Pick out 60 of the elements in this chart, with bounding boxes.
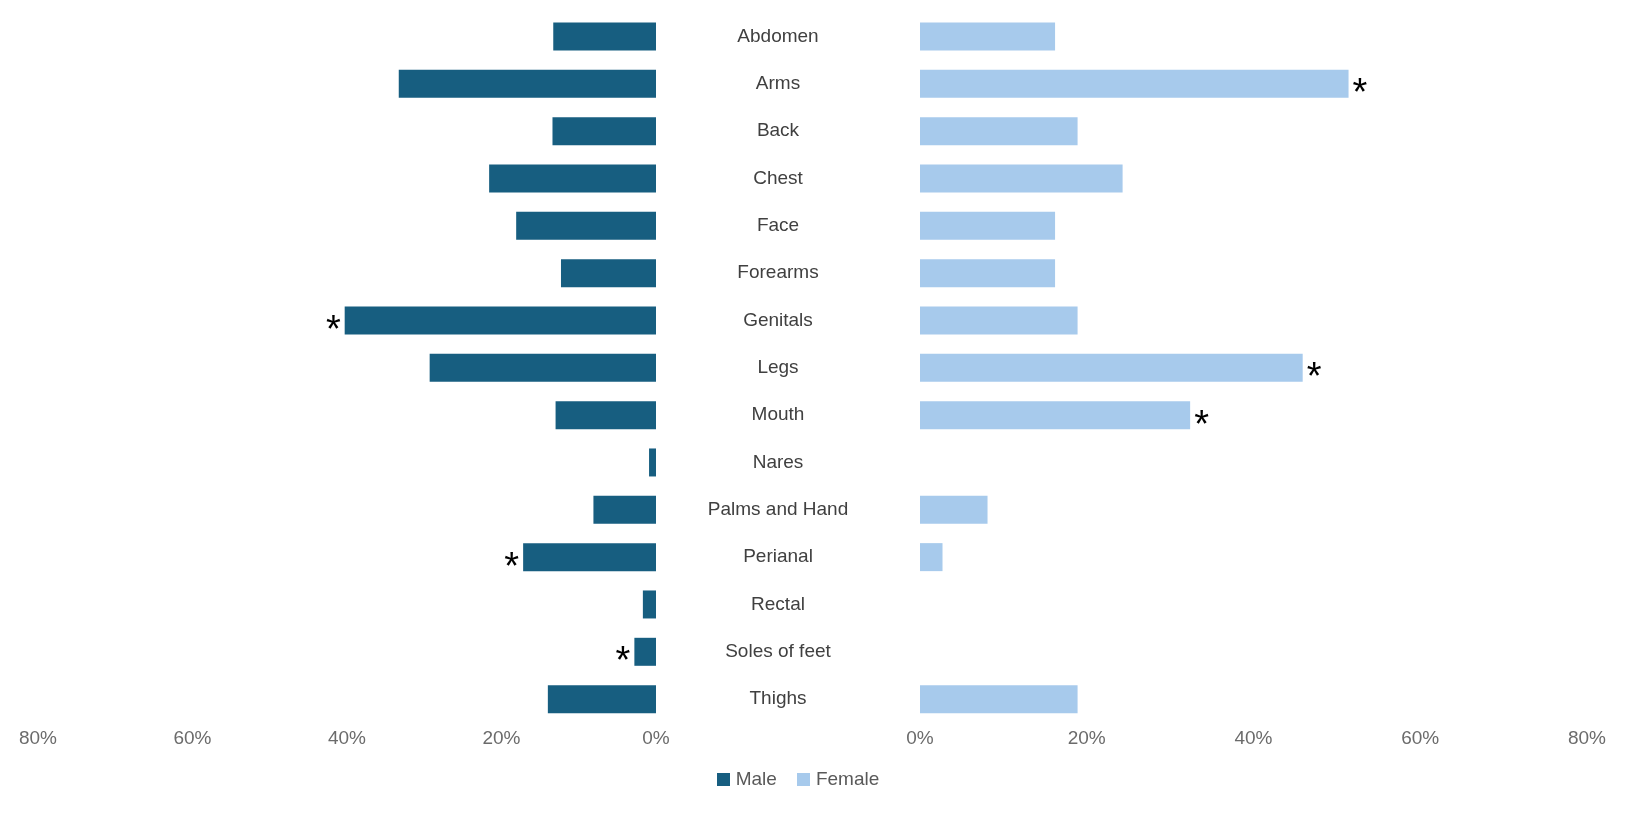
bar	[560, 259, 656, 288]
annotation: *	[504, 544, 520, 587]
y-tick-label: Palms and Hand	[707, 498, 849, 519]
bar	[344, 306, 656, 335]
x-tick-label: 0%	[906, 727, 934, 749]
y-tick-label: Chest	[753, 166, 804, 188]
x-tick-label: 60%	[1401, 727, 1440, 749]
x-tick-label: 40%	[327, 727, 367, 749]
bar	[920, 69, 1349, 98]
bar	[920, 401, 1191, 430]
bar	[920, 495, 988, 524]
bar	[920, 22, 1056, 51]
y-tick-label: Arms	[755, 72, 801, 93]
y-tick-label: Rectal	[751, 592, 805, 614]
bar	[523, 543, 656, 572]
bar	[649, 448, 656, 477]
bar	[642, 590, 656, 619]
annotation: *	[1194, 402, 1210, 445]
bar	[552, 117, 656, 146]
bar	[920, 685, 1078, 714]
y-tick-label: Nares	[752, 450, 804, 472]
annotation: *	[1306, 355, 1322, 398]
x-tick-label: 0%	[642, 727, 670, 749]
x-tick-label: 60%	[173, 727, 212, 749]
annotation: *	[325, 308, 341, 351]
bar	[920, 117, 1078, 146]
y-tick-label: Mouth	[751, 403, 805, 425]
bar	[593, 495, 656, 524]
bar	[634, 637, 656, 666]
bar	[555, 401, 656, 430]
annotation: *	[615, 639, 631, 682]
y-tick-label: Face	[756, 214, 800, 235]
legend-label: Female	[815, 768, 880, 790]
y-tick-label: Perianal	[743, 545, 813, 567]
bar	[920, 306, 1078, 335]
y-tick-label: Legs	[757, 356, 799, 377]
bar	[553, 22, 656, 51]
y-tick-label: Back	[756, 119, 800, 141]
bar	[516, 211, 656, 240]
bar	[547, 685, 656, 714]
annotation: *	[1352, 71, 1368, 114]
y-tick-label: Forearms	[737, 261, 819, 283]
legend-label: Male	[735, 768, 777, 790]
y-tick-label: Soles of feet	[725, 640, 832, 661]
y-tick-label: Thighs	[749, 687, 807, 709]
bar	[920, 164, 1123, 193]
bar	[429, 353, 656, 382]
bar	[920, 211, 1056, 240]
bar	[920, 353, 1303, 382]
x-tick-label: 40%	[1234, 727, 1273, 749]
x-tick-label: 80%	[1567, 727, 1607, 749]
bar	[920, 259, 1056, 288]
bar	[398, 69, 656, 98]
bar	[920, 543, 943, 572]
bar	[489, 164, 656, 193]
x-tick-label: 20%	[1067, 727, 1106, 749]
y-tick-label: Genitals	[743, 308, 813, 330]
x-tick-label: 80%	[18, 727, 58, 749]
x-tick-label: 20%	[482, 727, 521, 749]
y-tick-label: Abdomen	[737, 24, 819, 46]
